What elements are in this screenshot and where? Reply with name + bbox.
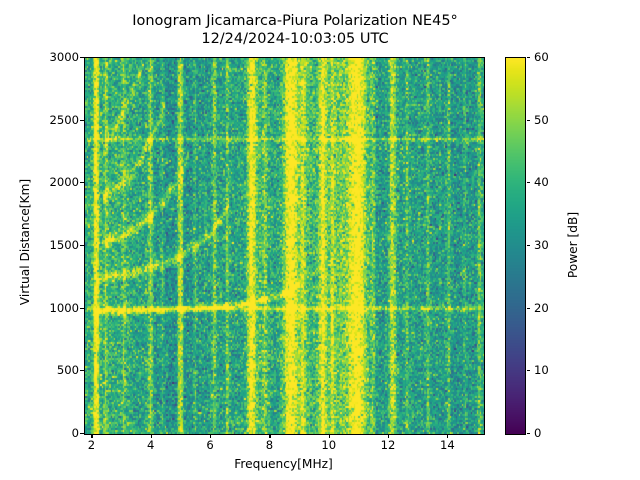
colorbar-gradient [506,58,525,434]
y-tick-label: 2500 [49,112,79,127]
y-tick-mark [80,307,84,309]
colorbar-tick-mark [526,245,531,247]
figure-title: Ionogram Jicamarca-Piura Polarization NE… [0,13,590,48]
y-tick-label: 500 [56,363,79,378]
x-tick-mark [150,434,152,438]
y-tick-label: 1500 [49,238,79,252]
colorbar-tick-label: 40 [534,175,549,190]
x-tick-label: 8 [265,438,274,452]
ionogram-heatmap-canvas [85,58,484,434]
y-tick-label: 1000 [49,300,79,315]
colorbar-tick-label: 50 [534,112,549,127]
colorbar-tick-label: 30 [534,238,549,252]
y-tick-mark [80,119,84,121]
y-tick-mark [80,245,84,247]
colorbar-tick-mark [526,433,531,435]
x-tick-label: 2 [87,438,96,452]
y-axis-label: Virtual Distance[Km] [18,178,32,306]
x-tick-label: 12 [380,438,396,452]
colorbar-tick-label: 10 [534,363,549,378]
x-tick-mark [447,434,449,438]
colorbar-tick-label: 60 [534,50,549,64]
y-tick-mark [80,433,84,435]
colorbar-tick-mark [526,370,531,372]
ionogram-plot-area [84,57,485,435]
x-tick-label: 6 [206,438,214,452]
x-tick-mark [210,434,212,438]
y-tick-mark [80,182,84,184]
x-tick-label: 10 [321,438,337,452]
colorbar-tick-mark [526,182,531,184]
x-tick-mark [269,434,271,438]
y-tick-mark [80,57,84,59]
x-tick-mark [328,434,330,438]
title-line-1: Ionogram Jicamarca-Piura Polarization NE… [132,13,458,47]
colorbar-tick-mark [526,57,531,59]
colorbar-tick-label: 20 [534,300,549,315]
x-tick-label: 4 [147,438,155,452]
colorbar-label: Power [dB] [566,211,580,279]
colorbar-tick-mark [526,119,531,121]
y-tick-label: 0 [71,426,79,440]
x-tick-label: 14 [440,438,455,452]
x-tick-mark [388,434,390,438]
y-tick-label: 2000 [49,175,79,190]
colorbar-tick-label: 0 [534,426,542,440]
x-tick-mark [91,434,93,438]
colorbar [505,57,526,435]
y-tick-mark [80,370,84,372]
y-tick-label: 3000 [49,50,79,64]
colorbar-tick-mark [526,307,531,309]
x-axis-label: Frequency[MHz] [234,457,333,471]
